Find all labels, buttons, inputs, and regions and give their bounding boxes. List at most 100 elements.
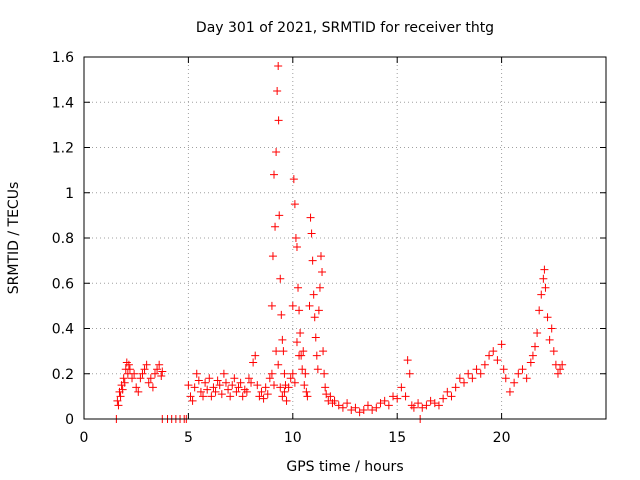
data-point	[505, 387, 514, 396]
data-point	[209, 383, 218, 392]
data-point	[289, 175, 298, 184]
data-point	[558, 360, 567, 369]
x-tick-label: 15	[388, 430, 406, 446]
data-point	[211, 387, 220, 396]
data-point	[119, 374, 128, 383]
data-point	[146, 374, 155, 383]
tick-labels: 0 0.2 0.4 0.6 0.8 1 1.2 1.4 1.6 0 5 10 15 20	[52, 50, 511, 446]
data-point	[299, 347, 308, 356]
data-point	[518, 365, 527, 374]
data-point	[271, 222, 280, 231]
data-point	[272, 148, 281, 157]
data-point	[255, 392, 264, 401]
data-points	[112, 62, 567, 423]
data-point	[543, 313, 552, 322]
data-point	[447, 392, 456, 401]
data-point	[226, 392, 235, 401]
data-point	[290, 378, 299, 387]
data-point	[201, 378, 210, 387]
data-point	[238, 392, 247, 401]
data-point	[451, 383, 460, 392]
data-point	[278, 335, 287, 344]
data-point	[514, 369, 523, 378]
data-point	[535, 306, 544, 315]
data-point	[434, 401, 443, 410]
data-point	[409, 403, 418, 412]
data-point	[397, 383, 406, 392]
data-point	[489, 347, 498, 356]
data-point	[142, 360, 151, 369]
data-point	[533, 329, 542, 338]
data-point	[292, 243, 301, 252]
data-point	[267, 369, 276, 378]
data-point	[547, 324, 556, 333]
data-point	[186, 392, 195, 401]
data-point	[443, 387, 452, 396]
data-point	[405, 369, 414, 378]
data-point	[221, 378, 230, 387]
data-point	[359, 405, 368, 414]
data-point	[140, 365, 149, 374]
data-point	[158, 367, 167, 376]
data-point	[439, 394, 448, 403]
data-point	[468, 374, 477, 383]
data-point	[261, 383, 270, 392]
data-point	[549, 347, 558, 356]
data-point	[155, 360, 164, 369]
data-point	[199, 392, 208, 401]
data-point	[134, 387, 143, 396]
chart-title: Day 301 of 2021, SRMTID for receiver tht…	[196, 20, 494, 36]
data-point	[286, 374, 295, 383]
data-point	[118, 385, 127, 394]
data-point	[485, 351, 494, 360]
data-point	[207, 392, 216, 401]
data-point	[194, 376, 203, 385]
data-point	[368, 405, 377, 414]
data-point	[232, 387, 241, 396]
data-point	[393, 394, 402, 403]
data-point	[418, 403, 427, 412]
data-point	[274, 116, 283, 125]
data-point	[292, 338, 301, 347]
data-point	[472, 365, 481, 374]
data-point	[314, 306, 323, 315]
data-point	[553, 369, 562, 378]
data-point	[313, 365, 322, 374]
data-point	[343, 399, 352, 408]
data-point	[203, 385, 212, 394]
y-tick-label: 0.6	[52, 276, 74, 292]
data-point	[278, 392, 287, 401]
data-point	[257, 387, 266, 396]
y-tick-label: 1.4	[52, 95, 74, 111]
data-point	[236, 378, 245, 387]
data-point	[234, 383, 243, 392]
data-point	[153, 365, 162, 374]
data-point	[531, 342, 540, 351]
data-point	[321, 383, 330, 392]
data-point	[556, 365, 565, 374]
data-point	[338, 403, 347, 412]
data-point	[300, 381, 309, 390]
data-point	[305, 301, 314, 310]
data-point	[403, 356, 412, 365]
data-point	[322, 390, 331, 399]
data-point	[280, 369, 289, 378]
data-point	[113, 396, 122, 405]
data-point	[217, 390, 226, 399]
data-point	[330, 396, 339, 405]
data-point	[545, 335, 554, 344]
data-point	[501, 374, 510, 383]
data-point	[295, 351, 304, 360]
y-tick-label: 0.8	[52, 231, 74, 247]
data-point	[541, 283, 550, 292]
data-point	[148, 383, 157, 392]
data-point	[347, 405, 356, 414]
data-point	[307, 229, 316, 238]
data-point	[316, 252, 325, 261]
data-point	[308, 256, 317, 265]
data-point	[328, 399, 337, 408]
data-point	[267, 301, 276, 310]
x-tick-label: 5	[184, 430, 193, 446]
y-tick-label: 0.4	[52, 322, 74, 338]
